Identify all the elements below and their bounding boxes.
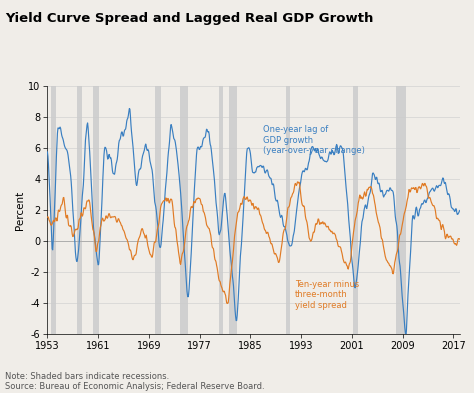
Text: One-year lag of
GDP growth
(year-over-year change): One-year lag of GDP growth (year-over-ye… <box>263 125 365 155</box>
Bar <box>353 86 358 334</box>
Bar <box>180 86 188 334</box>
Bar <box>51 86 56 334</box>
Y-axis label: Percent: Percent <box>16 191 26 230</box>
Bar <box>229 86 237 334</box>
Bar <box>77 86 82 334</box>
Text: Note: Shaded bars indicate recessions.
Source: Bureau of Economic Analysis; Fede: Note: Shaded bars indicate recessions. S… <box>5 372 264 391</box>
Bar <box>93 86 99 334</box>
Bar <box>155 86 161 334</box>
Bar <box>396 86 406 334</box>
Text: Ten-year minus
three-month
yield spread: Ten-year minus three-month yield spread <box>295 280 359 310</box>
Bar <box>286 86 290 334</box>
Text: Yield Curve Spread and Lagged Real GDP Growth: Yield Curve Spread and Lagged Real GDP G… <box>5 12 373 25</box>
Bar <box>219 86 223 334</box>
